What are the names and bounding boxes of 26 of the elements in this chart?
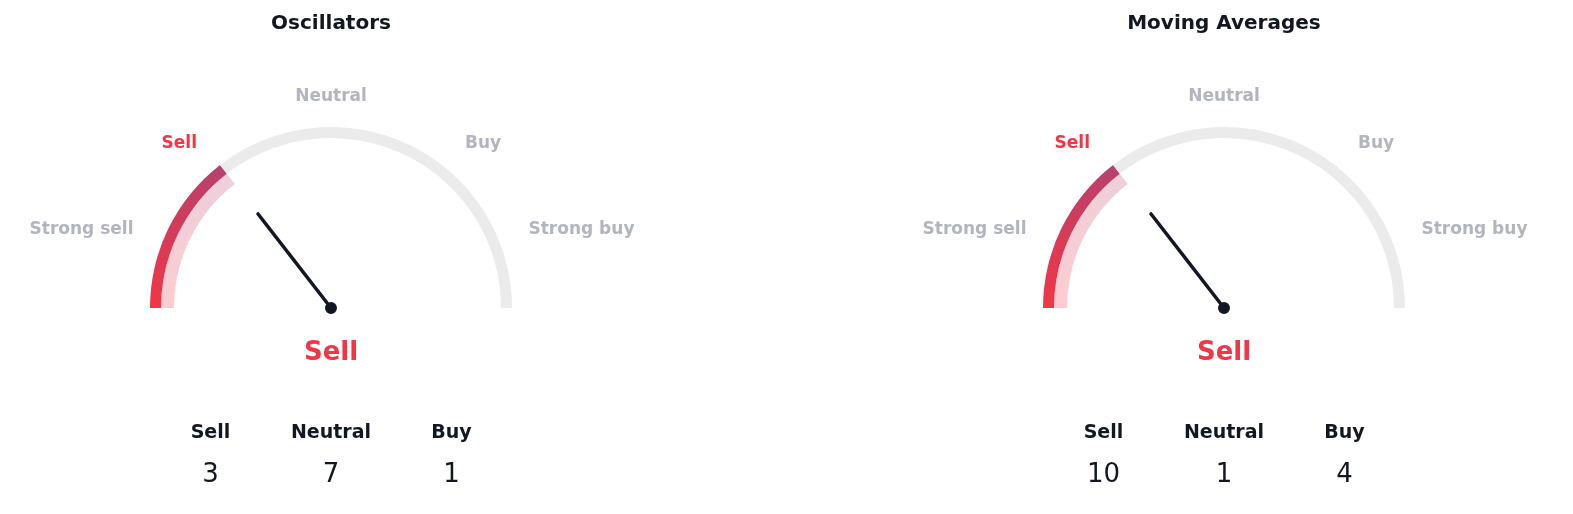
category-label: Neutral [290, 420, 372, 442]
text: Sell [1196, 336, 1252, 366]
data-label: 7 [322, 458, 340, 488]
category-label: Neutral [1183, 420, 1265, 442]
text: Buy [465, 132, 502, 153]
text: Neutral [1188, 85, 1260, 105]
text: Sell [303, 336, 359, 366]
data-label: 3 [202, 458, 219, 488]
chart-title: Oscillators [271, 10, 391, 34]
category-label: Buy [431, 420, 473, 442]
text: Strong buy [1421, 218, 1528, 239]
category-label: Sell [190, 420, 231, 442]
text: Sell [1054, 132, 1090, 153]
text: Sell [161, 132, 197, 153]
text: Strong sell [922, 218, 1027, 239]
category-label: Sell [1083, 420, 1124, 442]
text: Neutral [295, 85, 367, 105]
data-label: 10 [1086, 458, 1121, 488]
data-label: 1 [443, 458, 460, 488]
text: Strong sell [29, 218, 134, 239]
data-label: 4 [1336, 458, 1353, 488]
data-label: 1 [1215, 458, 1233, 488]
text: Strong buy [528, 218, 635, 239]
category-label: Buy [1324, 420, 1366, 442]
chart-title: Moving Averages [1127, 10, 1321, 34]
text: Buy [1358, 132, 1395, 153]
